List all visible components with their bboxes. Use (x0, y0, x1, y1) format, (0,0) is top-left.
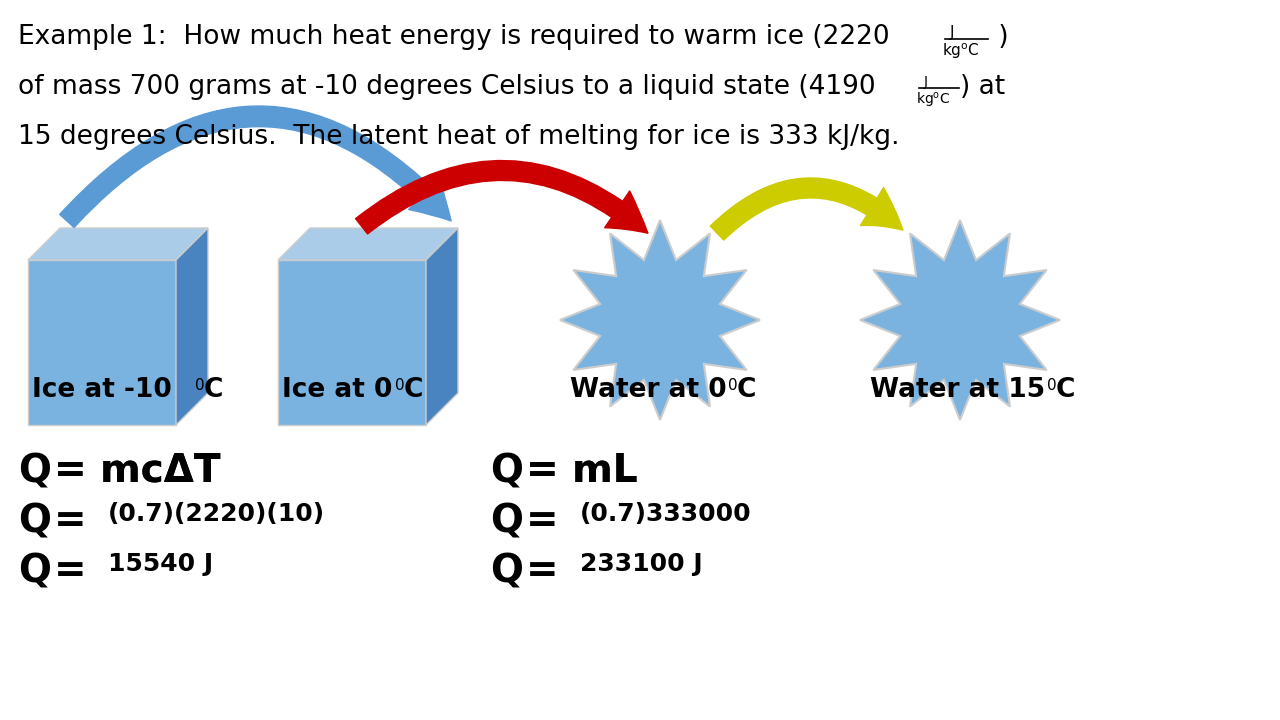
Polygon shape (28, 260, 177, 425)
Text: 0: 0 (195, 378, 205, 393)
Text: C: C (204, 377, 224, 403)
Polygon shape (28, 228, 207, 260)
Polygon shape (426, 228, 458, 425)
Text: Q: Q (18, 452, 51, 490)
Text: 15 degrees Celsius.  The latent heat of melting for ice is 333 kJ/kg.: 15 degrees Celsius. The latent heat of m… (18, 124, 900, 150)
Text: Q: Q (18, 502, 51, 540)
Text: C: C (1056, 377, 1075, 403)
FancyArrowPatch shape (710, 178, 902, 240)
Text: ) at: ) at (960, 74, 1005, 100)
Text: =: = (526, 502, 558, 540)
Text: (0.7)(2220)(10): (0.7)(2220)(10) (108, 502, 325, 526)
Text: 15540 J: 15540 J (108, 552, 214, 576)
Text: (0.7)333000: (0.7)333000 (580, 502, 751, 526)
Text: C: C (404, 377, 424, 403)
Text: =: = (526, 552, 558, 590)
Text: kg$\mathregular{^o}$C: kg$\mathregular{^o}$C (942, 41, 979, 60)
FancyArrowPatch shape (60, 106, 451, 228)
Text: Water at 15: Water at 15 (870, 377, 1046, 403)
Text: Q: Q (490, 552, 524, 590)
FancyArrowPatch shape (356, 161, 648, 234)
Text: Water at 0: Water at 0 (570, 377, 727, 403)
Text: 233100 J: 233100 J (580, 552, 703, 576)
Text: J: J (950, 25, 955, 40)
Text: ): ) (989, 24, 1009, 50)
Text: C: C (737, 377, 756, 403)
Text: = mL: = mL (526, 452, 637, 490)
Text: Q: Q (490, 502, 524, 540)
Text: 0: 0 (396, 378, 404, 393)
Polygon shape (860, 220, 1060, 420)
Text: = mL: = mL (526, 452, 637, 490)
Text: Ice at -10: Ice at -10 (32, 377, 172, 403)
Text: 0: 0 (1047, 378, 1056, 393)
Text: Q: Q (490, 452, 524, 490)
Text: 0: 0 (728, 378, 737, 393)
Text: J: J (924, 75, 928, 89)
Text: of mass 700 grams at -10 degrees Celsius to a liquid state (4190: of mass 700 grams at -10 degrees Celsius… (18, 74, 876, 100)
Text: Ice at 0: Ice at 0 (282, 377, 393, 403)
Polygon shape (177, 228, 207, 425)
Polygon shape (278, 260, 426, 425)
Text: = mcΔT: = mcΔT (54, 452, 220, 490)
Text: =: = (54, 552, 87, 590)
Text: = mcΔT: = mcΔT (54, 452, 220, 490)
Polygon shape (278, 228, 458, 260)
Text: =: = (54, 502, 87, 540)
Text: Q: Q (18, 552, 51, 590)
Text: Example 1:  How much heat energy is required to warm ice (2220: Example 1: How much heat energy is requi… (18, 24, 890, 50)
Polygon shape (561, 220, 760, 420)
Text: kg$\mathregular{^o}$C: kg$\mathregular{^o}$C (916, 91, 950, 110)
